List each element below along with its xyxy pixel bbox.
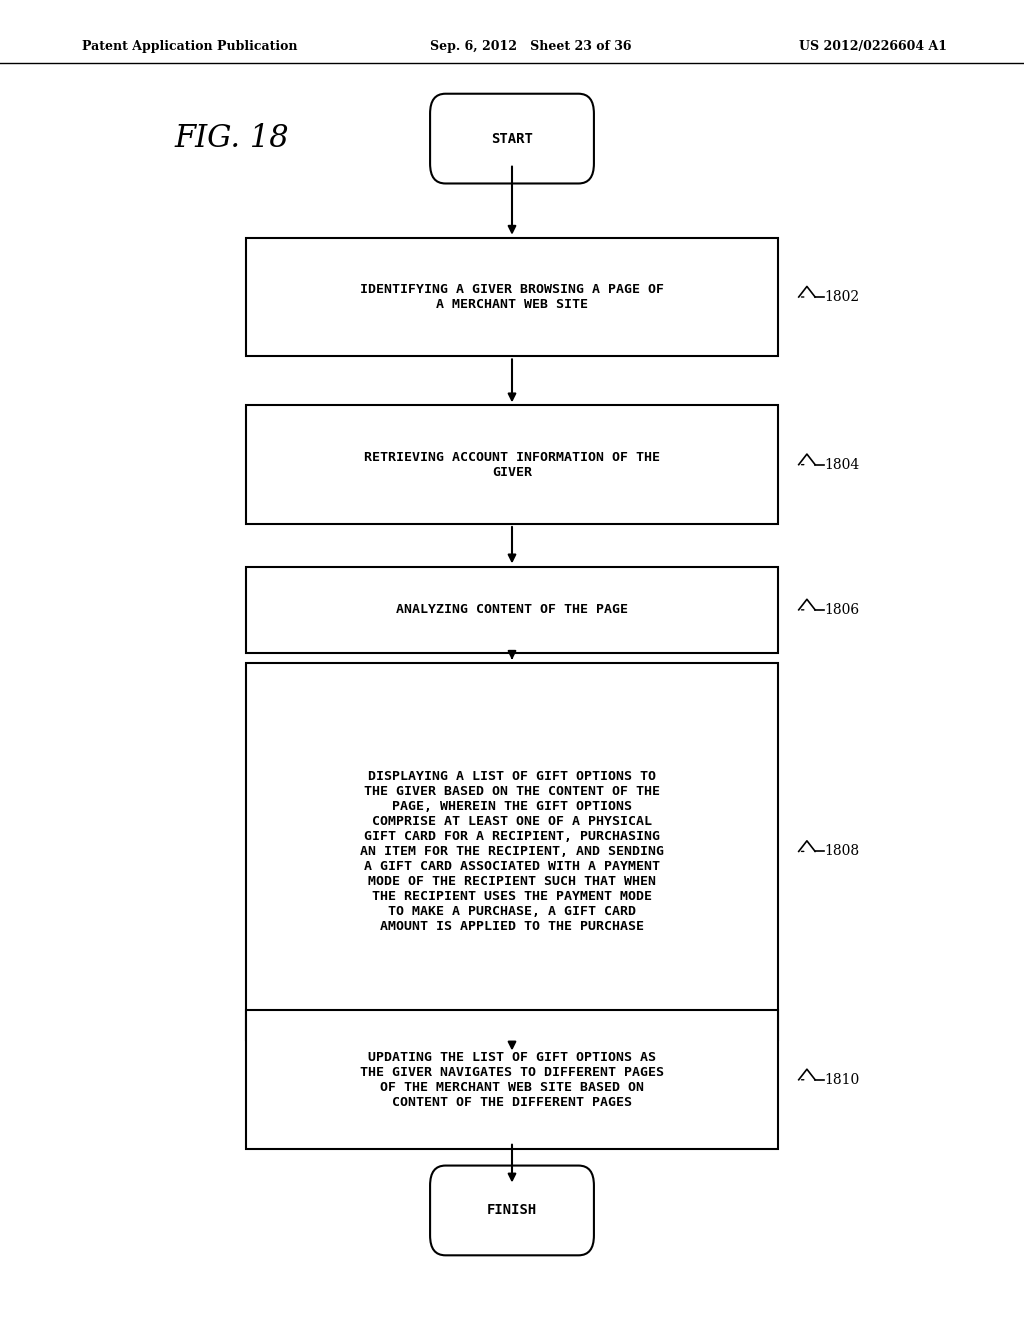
FancyBboxPatch shape: [430, 94, 594, 183]
FancyBboxPatch shape: [246, 664, 778, 1040]
Text: Patent Application Publication: Patent Application Publication: [82, 40, 297, 53]
Text: START: START: [492, 132, 532, 145]
Text: Sep. 6, 2012   Sheet 23 of 36: Sep. 6, 2012 Sheet 23 of 36: [430, 40, 632, 53]
FancyBboxPatch shape: [246, 238, 778, 356]
FancyBboxPatch shape: [246, 568, 778, 652]
Text: DISPLAYING A LIST OF GIFT OPTIONS TO
THE GIVER BASED ON THE CONTENT OF THE
PAGE,: DISPLAYING A LIST OF GIFT OPTIONS TO THE…: [360, 770, 664, 933]
Text: US 2012/0226604 A1: US 2012/0226604 A1: [799, 40, 947, 53]
Text: RETRIEVING ACCOUNT INFORMATION OF THE
GIVER: RETRIEVING ACCOUNT INFORMATION OF THE GI…: [364, 450, 660, 479]
Text: FINISH: FINISH: [486, 1204, 538, 1217]
FancyBboxPatch shape: [246, 405, 778, 524]
Text: FIG. 18: FIG. 18: [174, 123, 289, 154]
Text: UPDATING THE LIST OF GIFT OPTIONS AS
THE GIVER NAVIGATES TO DIFFERENT PAGES
OF T: UPDATING THE LIST OF GIFT OPTIONS AS THE…: [360, 1051, 664, 1109]
Text: 1804: 1804: [824, 458, 859, 471]
Text: 1810: 1810: [824, 1073, 859, 1086]
FancyBboxPatch shape: [246, 1011, 778, 1148]
Text: 1802: 1802: [824, 290, 859, 304]
Text: IDENTIFYING A GIVER BROWSING A PAGE OF
A MERCHANT WEB SITE: IDENTIFYING A GIVER BROWSING A PAGE OF A…: [360, 282, 664, 312]
FancyBboxPatch shape: [430, 1166, 594, 1255]
Text: ANALYZING CONTENT OF THE PAGE: ANALYZING CONTENT OF THE PAGE: [396, 603, 628, 616]
Text: 1808: 1808: [824, 845, 859, 858]
Text: 1806: 1806: [824, 603, 859, 616]
